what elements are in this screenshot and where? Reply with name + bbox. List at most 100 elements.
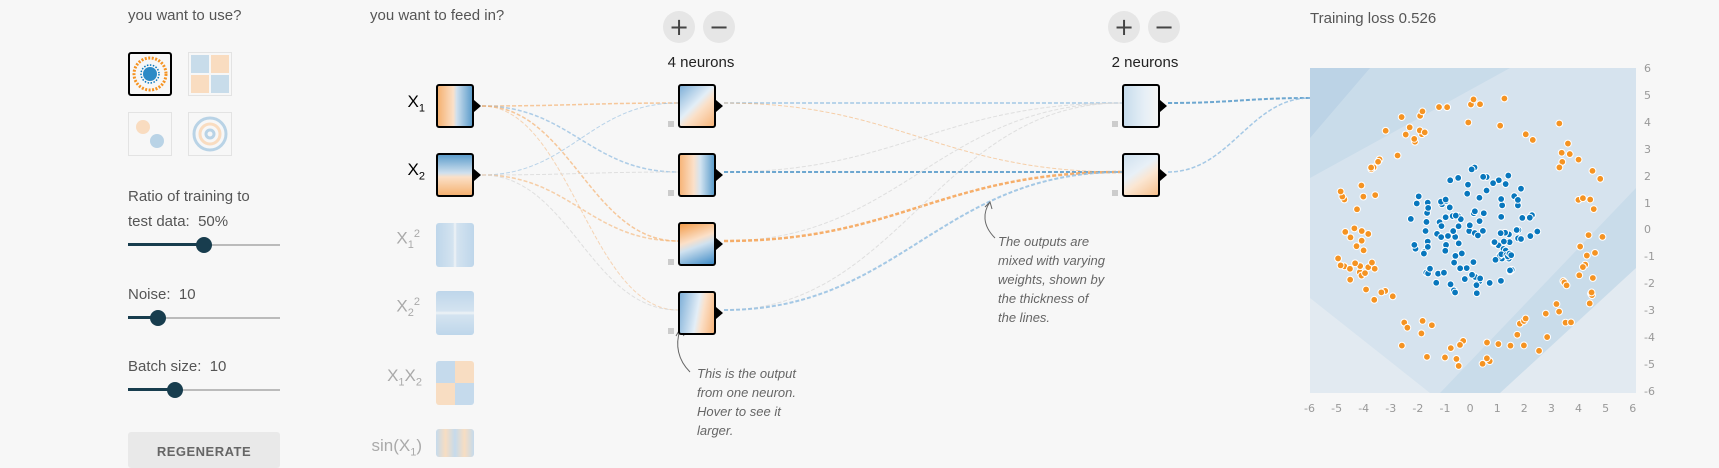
feature-node-x1-squared[interactable] <box>436 223 474 267</box>
link-x2-n2 <box>481 171 679 176</box>
y-axis-labels: 6 5 4 3 2 1 0 -1 -2 -3 -4 -5 -6 <box>1640 62 1660 398</box>
ratio-slider[interactable] <box>128 237 280 253</box>
batch-slider-knob[interactable] <box>167 382 184 398</box>
blue-data-point <box>1423 242 1432 251</box>
link-m1-out <box>1167 97 1311 104</box>
layer2-neuron-1[interactable] <box>1122 84 1160 128</box>
blue-data-point <box>1451 251 1460 260</box>
y-tick-label: -5 <box>1644 357 1655 371</box>
orange-data-point <box>1397 341 1406 350</box>
layer1-add-neuron-button[interactable]: + <box>663 11 695 43</box>
batch-slider[interactable] <box>128 382 280 398</box>
layer1-neuron-2-bias[interactable] <box>668 190 674 196</box>
feature-label-x1-squared: X12 <box>396 228 420 252</box>
orange-data-point <box>1565 150 1574 158</box>
blue-data-point <box>1463 189 1472 198</box>
batch-slider-fill <box>128 388 176 391</box>
orange-data-point <box>1478 359 1487 368</box>
blue-data-point <box>1526 232 1535 240</box>
layer2-remove-neuron-button[interactable]: − <box>1148 11 1180 43</box>
orange-data-point <box>1346 233 1355 242</box>
blue-data-point <box>1467 165 1476 174</box>
blue-data-point <box>1482 186 1491 195</box>
blue-data-point <box>1410 240 1419 249</box>
dataset-xor-thumb[interactable] <box>188 52 232 96</box>
orange-data-point <box>1552 300 1561 308</box>
orange-data-point <box>1521 130 1530 139</box>
layer2-neuron-2[interactable] <box>1122 153 1160 197</box>
noise-slider-knob[interactable] <box>150 310 167 326</box>
layer1-remove-neuron-button[interactable]: − <box>703 11 735 43</box>
x-tick-label: 5 <box>1602 402 1610 415</box>
dataset-spiral-thumb[interactable] <box>188 112 232 156</box>
feature-x1-arrow <box>474 100 481 112</box>
feature-node-x1x2[interactable] <box>436 361 474 405</box>
link-n2-m1 <box>723 102 1123 173</box>
x-tick-label: -2 <box>1412 402 1424 415</box>
blue-data-point <box>1491 255 1500 264</box>
blue-data-point <box>1476 274 1485 283</box>
feature-label-x1x2: X1X2 <box>387 366 422 389</box>
layer1-neuron-4[interactable] <box>678 291 716 335</box>
blue-data-point <box>1472 281 1481 290</box>
orange-data-point <box>1562 281 1571 290</box>
dataset-gauss-thumb[interactable] <box>128 112 172 156</box>
weights-note-arrowhead <box>984 201 993 210</box>
orange-data-point <box>1357 181 1366 190</box>
layer1-neuron-count: 4 neurons <box>667 54 735 71</box>
layer1-neuron-1-bias[interactable] <box>668 121 674 127</box>
blue-data-point <box>1517 235 1525 243</box>
dataset-circle-thumb[interactable] <box>128 52 172 96</box>
link-n1-m2 <box>723 102 1123 173</box>
layer2-neuron-1-bias[interactable] <box>1112 121 1118 127</box>
ratio-slider-knob[interactable] <box>196 237 212 253</box>
orange-data-point <box>1555 163 1564 172</box>
orange-data-point <box>1364 230 1373 238</box>
layer1-neuron-1-arrow <box>716 100 723 112</box>
orange-data-point <box>1598 232 1607 241</box>
layer1-neuron-1[interactable] <box>678 84 716 128</box>
orange-data-point <box>1397 113 1406 121</box>
blue-data-point <box>1518 213 1527 222</box>
layer1-neuron-3[interactable] <box>678 222 716 266</box>
x-tick-label: -1 <box>1439 402 1451 415</box>
orange-data-point <box>1596 174 1605 183</box>
layer2-add-neuron-button[interactable]: + <box>1108 11 1140 43</box>
orange-data-point <box>1350 224 1359 233</box>
orange-data-point <box>1341 227 1350 236</box>
y-tick-label: -6 <box>1644 384 1655 398</box>
ratio-label: Ratio of training to <box>128 188 250 205</box>
orange-data-point <box>1588 166 1597 175</box>
features-heading: you want to feed in? <box>370 7 505 24</box>
blue-data-point <box>1464 180 1472 189</box>
blue-data-point <box>1445 203 1454 212</box>
x-axis-labels: -6 -5 -4 -3 -2 -1 0 1 2 3 4 5 6 <box>1300 402 1650 418</box>
ratio-value: 50% <box>198 213 229 230</box>
feature-label-x1: X1 <box>407 92 425 115</box>
blue-data-point <box>1517 184 1525 193</box>
blue-data-point <box>1473 231 1482 240</box>
orange-data-point <box>1564 139 1572 148</box>
feature-node-sin-x1[interactable] <box>436 429 474 457</box>
x-tick-label: -5 <box>1331 402 1343 415</box>
blue-data-point <box>1507 251 1516 260</box>
link-n3-m2 <box>723 170 1123 243</box>
feature-node-x2-squared[interactable] <box>436 291 474 335</box>
layer1-neuron-4-bias[interactable] <box>668 328 674 334</box>
link-n3-m1 <box>723 102 1123 242</box>
orange-data-point <box>1541 309 1550 318</box>
y-tick-label: 1 <box>1644 196 1651 210</box>
feature-node-x2[interactable] <box>436 153 474 197</box>
blue-data-point <box>1446 176 1455 185</box>
layer2-neuron-2-bias[interactable] <box>1112 190 1118 196</box>
orange-data-point <box>1403 323 1412 332</box>
orange-data-point <box>1417 329 1426 338</box>
x-tick-label: 6 <box>1629 402 1637 415</box>
feature-node-x1[interactable] <box>436 84 474 128</box>
y-tick-label: -2 <box>1644 277 1655 291</box>
y-tick-label: -1 <box>1644 250 1655 264</box>
layer1-neuron-3-bias[interactable] <box>668 259 674 265</box>
noise-slider[interactable] <box>128 310 280 326</box>
layer1-neuron-2[interactable] <box>678 153 716 197</box>
output-heatmap[interactable] <box>1310 68 1636 393</box>
